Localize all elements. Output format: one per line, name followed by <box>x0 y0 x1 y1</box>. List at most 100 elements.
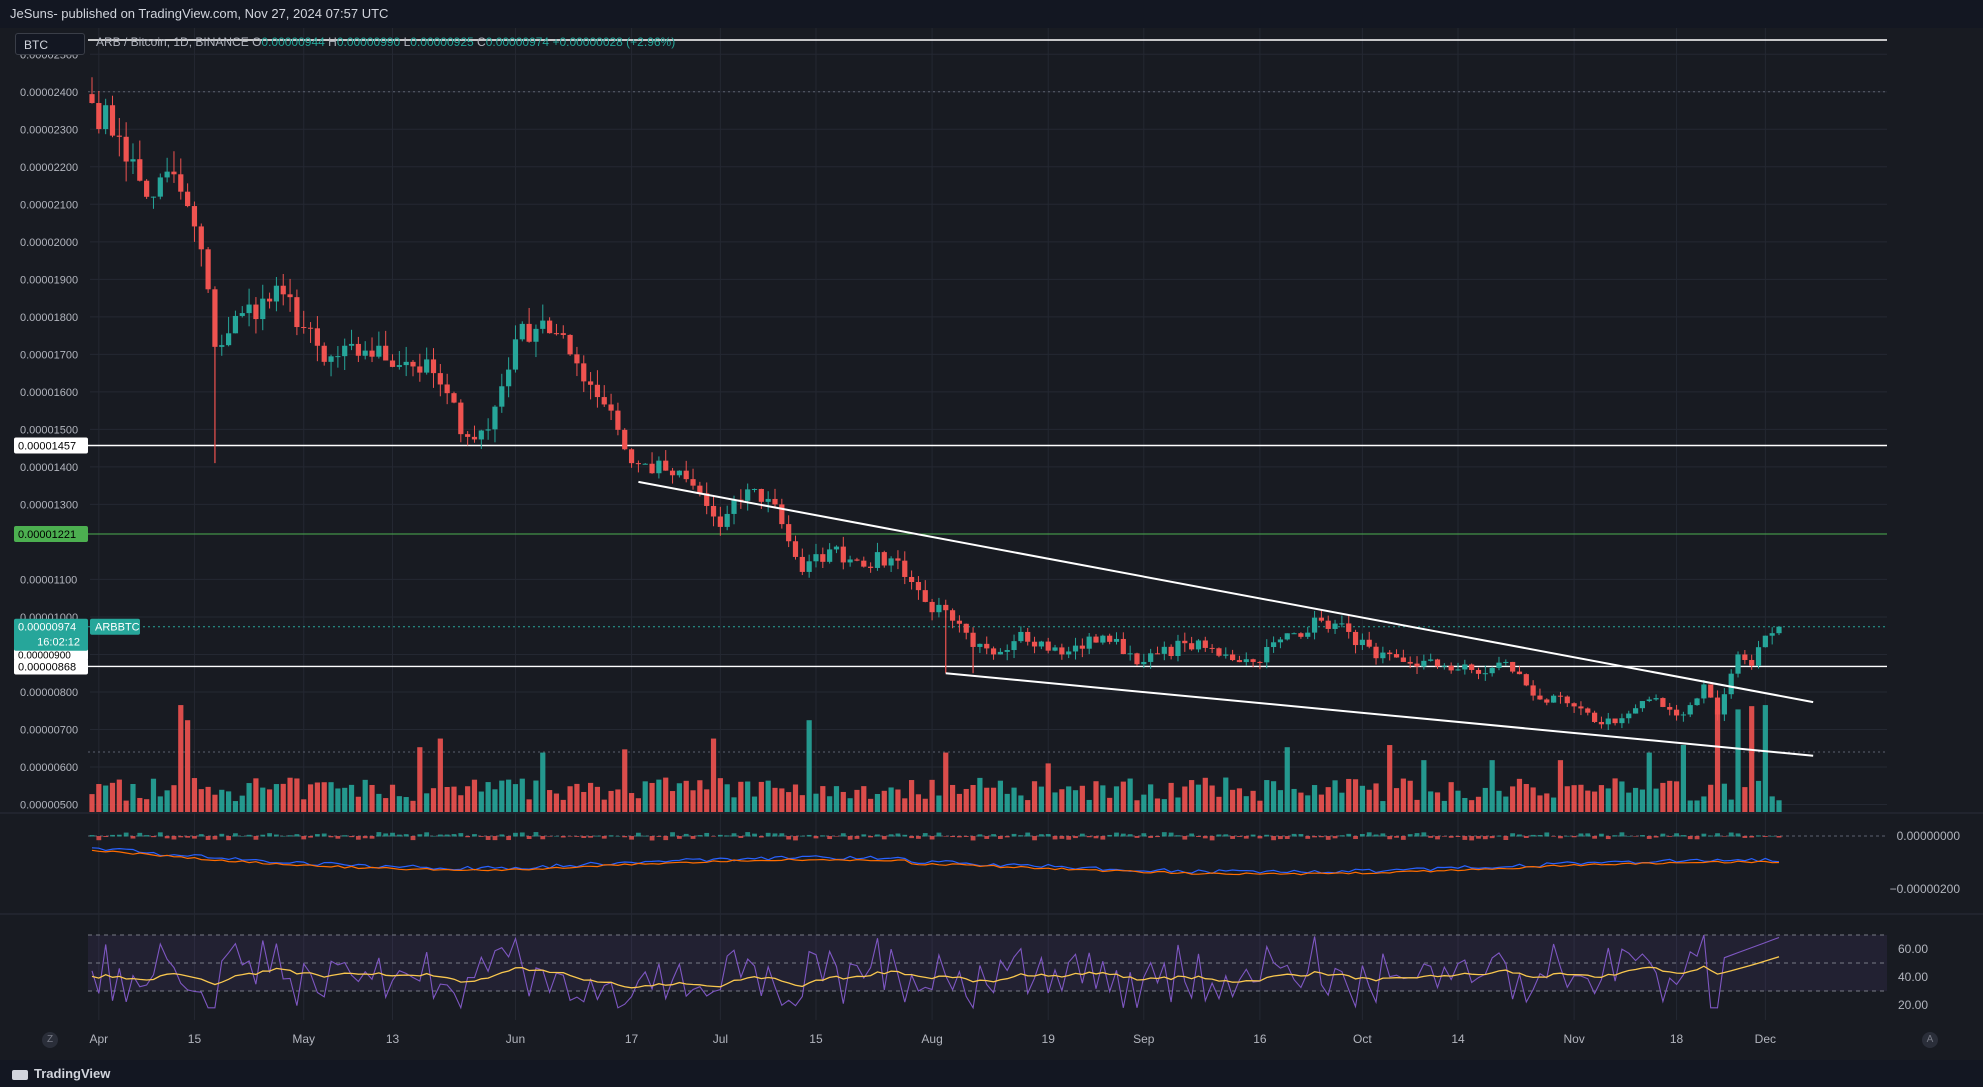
macd-histogram-bar <box>349 836 354 838</box>
volume-bar <box>301 799 307 812</box>
legend-c-label: C <box>477 35 486 49</box>
volume-bar <box>1421 760 1427 812</box>
macd-histogram-bar <box>1305 836 1311 839</box>
volume-bar <box>813 793 819 812</box>
candle <box>266 298 273 302</box>
candle <box>226 333 232 346</box>
candle <box>253 304 259 320</box>
candle <box>109 105 116 136</box>
horizontal-level-tag <box>14 658 88 675</box>
volume-bar <box>1721 783 1727 812</box>
macd-histogram-bar <box>1025 832 1031 837</box>
candle <box>123 136 129 162</box>
x-tick-label: Jun <box>506 1032 525 1046</box>
volume-bar <box>1325 787 1331 812</box>
candle <box>792 541 799 557</box>
y-tick-label: 0.00000500 <box>20 799 78 811</box>
candle <box>362 350 368 356</box>
macd-histogram-bar <box>847 836 853 840</box>
macd-histogram-bar <box>1762 836 1768 837</box>
macd-histogram-bar <box>1366 832 1372 837</box>
macd-histogram-bar <box>1469 836 1475 841</box>
macd-histogram-bar <box>663 836 669 841</box>
volume-bar <box>1605 788 1611 812</box>
volume-bar <box>1653 788 1659 812</box>
candle <box>751 488 758 490</box>
volume-bar <box>335 788 341 812</box>
volume-bar <box>656 779 662 812</box>
macd-histogram-bar <box>1626 835 1632 837</box>
volume-bar <box>226 791 232 812</box>
candle <box>1619 718 1625 724</box>
macd-histogram-bar <box>1667 836 1673 837</box>
macd-histogram-bar <box>533 832 539 837</box>
candle <box>745 489 751 501</box>
symbol-box[interactable]: BTC <box>15 33 85 55</box>
candle <box>990 648 997 655</box>
macd-histogram-bar <box>977 834 983 837</box>
candle <box>198 226 204 250</box>
macd-histogram-bar <box>1537 834 1543 837</box>
macd-histogram-bar <box>765 832 771 837</box>
macd-histogram-bar <box>1011 833 1017 837</box>
macd-histogram-bar <box>1284 836 1290 839</box>
macd-histogram-bar <box>1558 836 1563 839</box>
volume-bar <box>362 779 368 812</box>
candle <box>1441 665 1447 667</box>
y-tick-label: 0.00000600 <box>20 762 78 774</box>
volume-bar <box>1769 796 1775 812</box>
auto-scale-button[interactable]: A <box>1922 1032 1938 1048</box>
volume-bar <box>444 787 450 812</box>
macd-histogram-bar <box>1339 835 1345 837</box>
y-tick-label: 0.00001600 <box>20 387 78 399</box>
zoom-button[interactable]: Z <box>42 1032 58 1048</box>
candle <box>287 294 293 298</box>
candle <box>499 386 505 407</box>
volume-bar <box>1516 778 1523 812</box>
tradingview-logo[interactable]: TradingView <box>12 1066 110 1081</box>
chart-area[interactable] <box>0 28 1983 1060</box>
candle <box>1004 650 1010 652</box>
macd-line <box>91 847 1780 875</box>
macd-histogram-bar <box>1359 833 1365 837</box>
volume-bar <box>635 798 641 812</box>
macd-histogram-bar <box>1216 834 1222 837</box>
macd-histogram-bar <box>301 836 307 840</box>
candle <box>1557 695 1564 697</box>
candle <box>417 366 423 373</box>
candle <box>594 384 601 398</box>
macd-histogram-bar <box>752 833 757 837</box>
macd-histogram-bar <box>1196 836 1201 837</box>
volume-bar <box>1175 797 1181 812</box>
candle <box>1120 638 1126 655</box>
y-tick-label: 0.00001500 <box>20 424 78 436</box>
macd-histogram-bar <box>1332 836 1338 839</box>
candle <box>1038 641 1044 647</box>
candle <box>772 498 778 505</box>
macd-histogram-bar <box>1441 836 1447 837</box>
macd-histogram-bar <box>1653 836 1659 838</box>
chart-svg[interactable]: 0.000025000.000024000.000023000.00002200… <box>0 0 1983 1060</box>
rsi-tick-label: 20.00 <box>1898 998 1928 1012</box>
candle <box>560 333 566 335</box>
macd-histogram-bar <box>1517 834 1522 837</box>
y-tick-label: 0.00001900 <box>20 274 78 286</box>
volume-bar <box>827 796 833 812</box>
macd-histogram-bar <box>280 835 286 837</box>
macd-histogram-bar <box>137 832 143 837</box>
candle <box>820 554 826 562</box>
candle <box>150 196 157 198</box>
macd-histogram-bar <box>526 836 532 839</box>
macd-histogram-bar <box>731 833 737 837</box>
volume-bar <box>1585 790 1591 812</box>
x-tick-label: 13 <box>386 1032 400 1046</box>
macd-histogram-bar <box>676 836 682 839</box>
macd-histogram-bar <box>1680 835 1686 837</box>
countdown-label: 16:02:12 <box>37 637 80 649</box>
macd-histogram-bar <box>239 835 245 837</box>
macd-histogram-bar <box>328 836 334 838</box>
candle <box>1025 631 1031 642</box>
macd-histogram-bar <box>267 833 272 837</box>
candle <box>608 404 614 411</box>
candle <box>1680 714 1686 716</box>
